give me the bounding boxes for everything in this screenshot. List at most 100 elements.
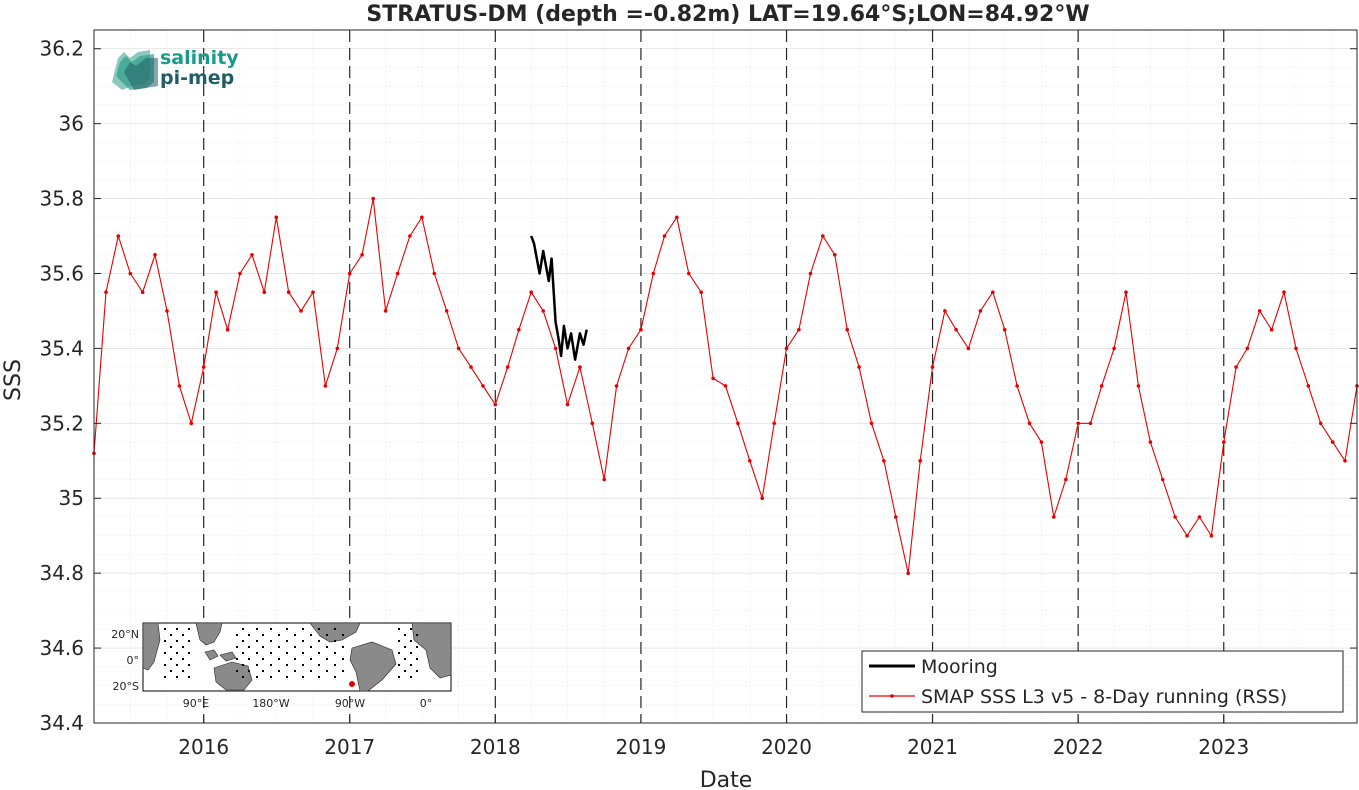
inset-buoy-dot: [164, 640, 166, 642]
data-point-smap: [444, 309, 449, 313]
data-point-smap: [602, 477, 606, 482]
data-point-smap: [469, 365, 473, 369]
data-point-smap: [360, 253, 364, 257]
data-point-smap: [711, 376, 715, 381]
inset-buoy-dot: [318, 664, 320, 666]
inset-land: [142, 622, 452, 692]
x-tick-label: 2017: [324, 735, 375, 759]
inset-buoy-dot: [286, 664, 288, 666]
inset-lon-label-90e: 90°E: [183, 697, 209, 710]
inset-buoy-dot: [416, 670, 418, 672]
data-point-smap: [1318, 421, 1323, 426]
inset-buoy-dot: [286, 676, 288, 678]
inset-buoy-dot: [342, 634, 344, 636]
data-point-smap: [906, 571, 910, 575]
data-point-smap: [991, 290, 995, 295]
inset-lat-label-20n: 20°N: [111, 628, 139, 641]
y-tick-label: 35: [59, 486, 84, 510]
plot-area: [94, 30, 1357, 723]
inset-buoy-dot: [242, 664, 244, 666]
chart-title: STRATUS-DM (depth =-0.82m) LAT=19.64°S;L…: [366, 2, 1089, 27]
inset-buoy-dot: [182, 634, 184, 636]
data-point-smap: [1088, 421, 1093, 426]
inset-buoy-dot: [170, 634, 172, 636]
data-point-smap: [1064, 477, 1068, 482]
inset-buoy-dot: [270, 676, 272, 678]
legend-label-mooring: Mooring: [921, 656, 998, 678]
inset-buoy-dot: [398, 640, 400, 642]
data-point-smap: [250, 253, 254, 257]
data-point-smap: [420, 215, 424, 220]
data-point-smap: [1185, 533, 1189, 538]
inset-buoy-dot: [416, 646, 418, 648]
y-tick-label: 34.8: [39, 561, 84, 585]
data-point-smap: [1039, 440, 1044, 444]
year-markers: [203, 30, 1225, 723]
y-tick-label: 34.4: [39, 711, 84, 735]
inset-buoy-dot: [410, 652, 412, 654]
inset-buoy-dot: [302, 676, 304, 678]
inset-buoy-dot: [242, 640, 244, 642]
data-point-smap: [201, 365, 206, 369]
inset-buoy-dot: [242, 628, 244, 630]
data-point-smap: [1234, 365, 1238, 369]
data-point-smap: [347, 271, 352, 276]
inset-buoy-dot: [270, 640, 272, 642]
data-point-smap: [1197, 515, 1202, 519]
data-point-smap: [299, 309, 303, 313]
legend: Mooring SMAP SSS L3 v5 - 8-Day running (…: [861, 650, 1344, 713]
inset-buoy-dot: [404, 670, 406, 672]
x-tick-label: 2023: [1198, 735, 1249, 759]
data-point-smap: [1027, 421, 1032, 426]
data-point-smap: [821, 234, 825, 238]
legend-label-smap: SMAP SSS L3 v5 - 8-Day running (RSS): [921, 686, 1287, 708]
inset-lat-label-0: 0°: [127, 654, 140, 667]
inset-buoy-dot: [176, 628, 178, 630]
data-point-smap: [930, 365, 935, 369]
data-point-smap: [286, 290, 291, 295]
data-point-smap: [104, 290, 108, 295]
y-tick-label: 35.6: [39, 261, 84, 285]
series-line-mooring: [530, 235, 588, 361]
data-point-smap: [797, 327, 801, 332]
inset-buoy-dot: [326, 634, 328, 636]
data-point-smap: [1245, 346, 1250, 351]
inset-buoy-dot: [170, 658, 172, 660]
data-point-smap: [1173, 515, 1177, 519]
data-point-smap: [116, 234, 121, 238]
data-point-smap: [784, 346, 789, 351]
inset-buoy-dot: [318, 676, 320, 678]
data-point-smap: [966, 346, 971, 351]
inset-buoy-dot: [310, 646, 312, 648]
inset-buoy-dot: [236, 634, 238, 636]
legend-box: [861, 650, 1344, 713]
inset-buoy-dot: [256, 652, 258, 654]
inset-buoy-dot: [170, 670, 172, 672]
inset-buoy-dot: [416, 658, 418, 660]
data-point-smap: [857, 365, 861, 369]
data-point-smap: [335, 346, 340, 351]
series-layer: [92, 196, 1359, 575]
data-point-smap: [1136, 384, 1141, 388]
x-axis: 2016 2017 2018 2019 2020 2021 2022 2023: [178, 716, 1249, 759]
inset-lat-label-20s: 20°S: [113, 680, 139, 693]
inset-buoy-dot: [248, 670, 250, 672]
inset-buoy-dot: [170, 646, 172, 648]
data-point-smap: [432, 271, 437, 276]
inset-buoy-dot: [248, 646, 250, 648]
data-point-smap: [505, 365, 510, 369]
y-tick-label: 34.6: [39, 636, 84, 660]
inset-buoy-dot: [270, 664, 272, 666]
inset-buoy-dot: [318, 640, 320, 642]
inset-buoy-dot: [398, 664, 400, 666]
data-point-smap: [833, 253, 837, 257]
inset-buoy-dot: [176, 640, 178, 642]
inset-buoy-dot: [270, 652, 272, 654]
inset-buoy-dot: [188, 676, 190, 678]
inset-buoy-dot: [242, 652, 244, 654]
logo-text-line2: pi-mep: [160, 67, 234, 89]
inset-buoy-dot: [310, 634, 312, 636]
inset-buoy-dot: [404, 646, 406, 648]
data-point-smap: [274, 215, 279, 220]
data-point-smap: [408, 234, 412, 238]
